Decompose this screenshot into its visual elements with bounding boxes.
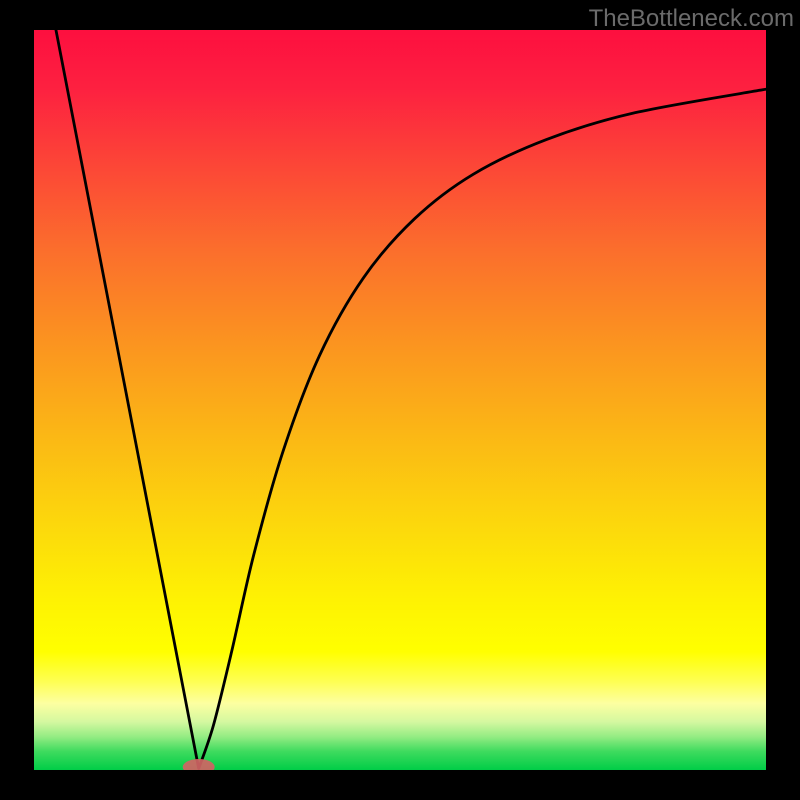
watermark-text: TheBottleneck.com (589, 5, 794, 33)
chart-background (34, 30, 766, 770)
chart-stage: TheBottleneck.com (0, 0, 800, 800)
bottleneck-chart (0, 0, 800, 800)
